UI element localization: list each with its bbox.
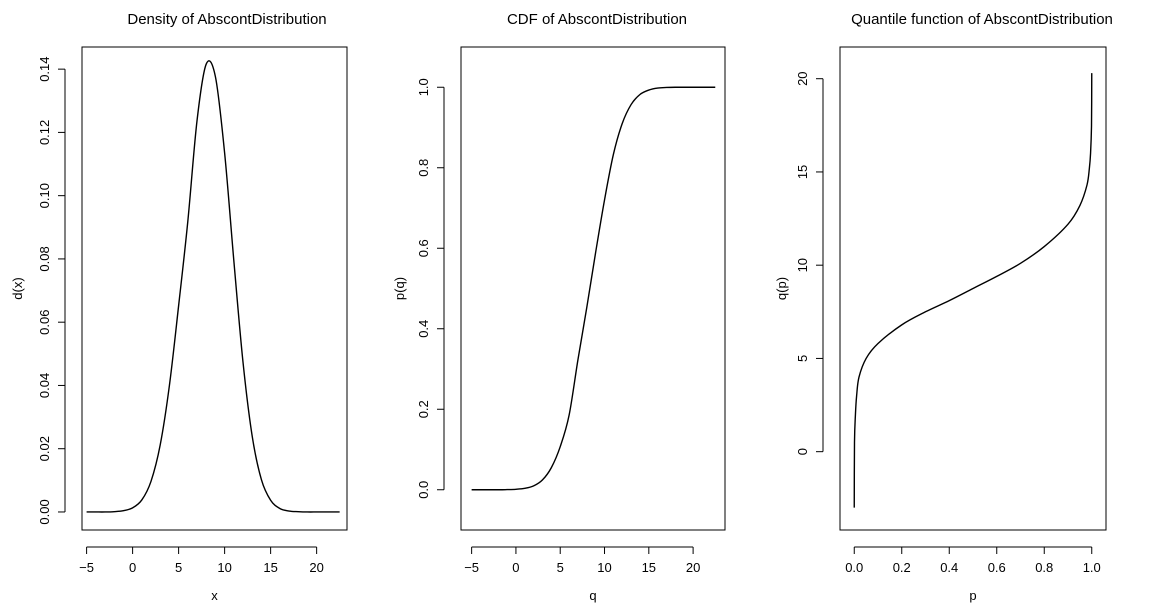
density-x-tick-label: 15 — [263, 560, 277, 575]
cdf-x-tick-label: 15 — [642, 560, 656, 575]
cdf-curve — [471, 86, 716, 491]
cdf-y-tick-label: 1.0 — [416, 78, 431, 96]
density-y-tick-label: 0.12 — [37, 120, 52, 145]
density-x-tick-label: 5 — [175, 560, 182, 575]
cdf-y-tick-label: 0.6 — [416, 239, 431, 257]
density-x-tick-label: 0 — [129, 560, 136, 575]
quantile-y-tick-label: 20 — [795, 71, 810, 85]
density-title: Density of AbscontDistribution — [127, 11, 326, 28]
cdf-x-tick-label: 5 — [557, 560, 564, 575]
density-y-tick-label: 0.00 — [37, 499, 52, 524]
cdf-y-tick-label: 0.2 — [416, 400, 431, 418]
density-y-tick-label: 0.08 — [37, 246, 52, 271]
quantile-y-axis-label: q(p) — [774, 277, 789, 300]
quantile-curve — [853, 73, 1093, 508]
quantile-plot-frame — [839, 46, 1107, 531]
quantile-y-tick-label: 15 — [795, 165, 810, 179]
density-x-axis-label: x — [211, 588, 218, 603]
cdf-x-tick-label: 10 — [597, 560, 611, 575]
cdf-x-axis-label: q — [589, 588, 596, 603]
cdf-x-tick-label: 0 — [512, 560, 519, 575]
density-y-tick-label: 0.06 — [37, 310, 52, 335]
cdf-title: CDF of AbscontDistribution — [507, 11, 687, 28]
density-plot-frame — [81, 46, 348, 531]
quantile-x-tick-label: 0.0 — [845, 560, 863, 575]
density-x-tick-label: 10 — [217, 560, 231, 575]
quantile-panel: Quantile function of AbscontDistribution… — [774, 11, 1113, 603]
density-curve — [86, 60, 340, 513]
quantile-title: Quantile function of AbscontDistribution — [851, 11, 1113, 28]
cdf-y-tick-label: 0.0 — [416, 481, 431, 499]
cdf-y-tick-label: 0.8 — [416, 159, 431, 177]
cdf-y-axis-label: p(q) — [392, 277, 407, 300]
quantile-y-tick-label: 5 — [795, 355, 810, 362]
quantile-x-axis-label: p — [969, 588, 976, 603]
cdf-plot-frame — [460, 46, 726, 531]
quantile-y-tick-label: 0 — [795, 448, 810, 455]
quantile-x-tick-label: 1.0 — [1083, 560, 1101, 575]
density-y-tick-label: 0.04 — [37, 373, 52, 398]
quantile-x-tick-label: 0.8 — [1035, 560, 1053, 575]
density-x-tick-label: −5 — [79, 560, 94, 575]
cdf-x-tick-label: −5 — [464, 560, 479, 575]
cdf-y-tick-label: 0.4 — [416, 320, 431, 338]
density-y-tick-label: 0.14 — [37, 56, 52, 81]
density-y-tick-label: 0.10 — [37, 183, 52, 208]
cdf-x-tick-label: 20 — [686, 560, 700, 575]
density-x-tick-label: 20 — [309, 560, 323, 575]
cdf-panel: CDF of AbscontDistribution −5 0 5 10 15 20 0.0 0… — [392, 11, 726, 603]
density-y-axis-label: d(x) — [10, 277, 25, 299]
quantile-x-tick-label: 0.4 — [940, 560, 958, 575]
quantile-x-tick-label: 0.2 — [893, 560, 911, 575]
quantile-x-tick-label: 0.6 — [988, 560, 1006, 575]
density-y-tick-label: 0.02 — [37, 436, 52, 461]
quantile-y-tick-label: 10 — [795, 258, 810, 272]
density-panel: Density of AbscontDistribution −5 0 5 10 15 20… — [10, 11, 348, 603]
